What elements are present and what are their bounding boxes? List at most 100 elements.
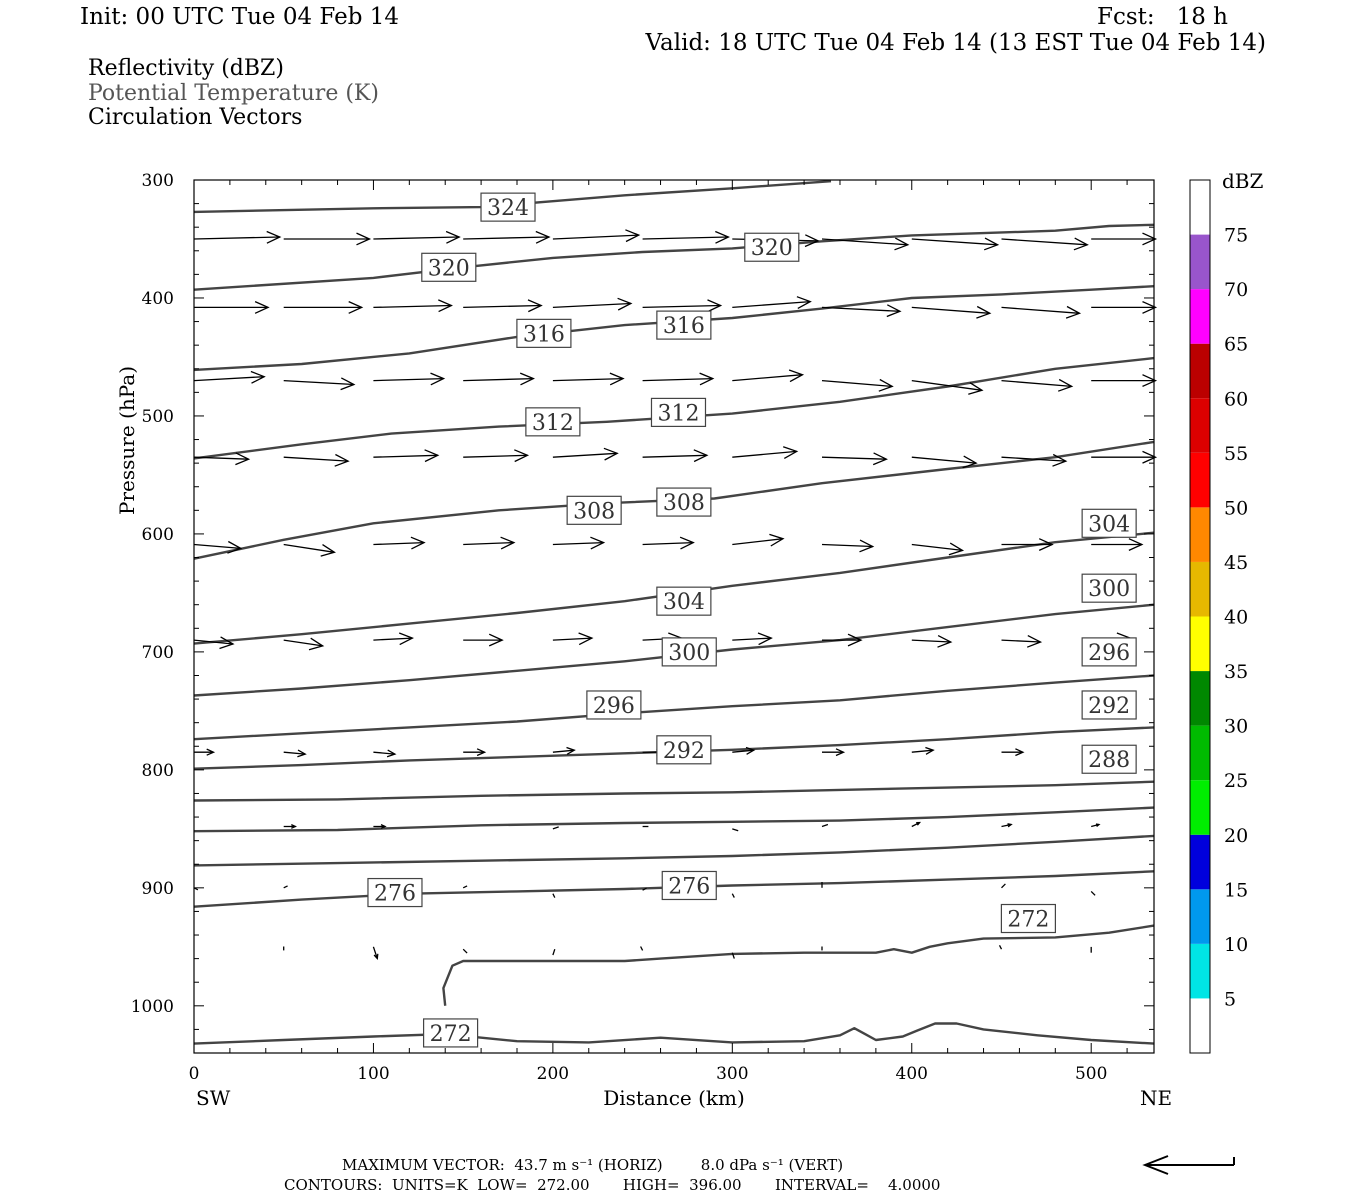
- contour-label-text: 292: [1088, 694, 1130, 719]
- circulation-vector: [822, 633, 863, 647]
- circulation-vector: [1001, 305, 1082, 319]
- vector-head: [320, 544, 336, 557]
- contour-label-text: 300: [1088, 577, 1130, 602]
- vector-head: [519, 372, 535, 386]
- y-tick-label: 500: [142, 407, 174, 427]
- vector-head: [1038, 538, 1054, 551]
- circulation-vector: [642, 372, 715, 386]
- vector-head: [1095, 823, 1101, 827]
- circulation-vector: [462, 948, 468, 954]
- circulation-vector: [463, 230, 551, 244]
- vector-head: [476, 748, 487, 757]
- circulation-vector: [463, 748, 487, 757]
- vector-head: [254, 301, 270, 314]
- contour-label-box: [656, 586, 712, 616]
- contour-label-text: 312: [657, 401, 699, 426]
- circulation-vector: [732, 296, 812, 309]
- colorbar-segment: [1190, 398, 1210, 453]
- circulation-vector: [911, 746, 935, 755]
- colorbar-segment: [1190, 180, 1210, 235]
- vector-head: [566, 746, 576, 755]
- contour-label-text: 324: [487, 196, 529, 221]
- contour-label: 288: [1081, 744, 1137, 774]
- colorbar-level-label: 40: [1224, 607, 1248, 629]
- contour-296: [193, 674, 1155, 741]
- vector-shaft: [193, 543, 241, 550]
- vector-shaft: [821, 456, 887, 460]
- vector-head: [590, 536, 606, 550]
- circulation-vector: [552, 372, 625, 386]
- circulation-vector: [1091, 823, 1101, 828]
- field-potential-temperature: Potential Temperature (K): [88, 81, 379, 106]
- vector-head: [788, 369, 805, 383]
- circulation-vector: [911, 821, 922, 828]
- contour-label-text: 296: [1088, 641, 1130, 666]
- circulation-vector: [640, 946, 644, 951]
- circulation-vector: [193, 452, 251, 466]
- contour-label-box: [656, 735, 712, 765]
- vector-head: [859, 539, 875, 553]
- colorbar-level-label: 20: [1224, 825, 1248, 847]
- contour-label-box: [566, 495, 622, 525]
- vector-shaft: [373, 236, 460, 240]
- contour-label-box: [1081, 637, 1137, 667]
- colorbar-segment: [1190, 234, 1210, 290]
- contour-label-text: 272: [1007, 908, 1049, 933]
- x-tick-label: 0: [189, 1064, 200, 1084]
- vector-shaft: [821, 306, 901, 312]
- contour-label-box: [367, 877, 423, 908]
- circulation-vector: [463, 372, 535, 386]
- colorbar-title: dBZ: [1222, 169, 1264, 193]
- vector-shaft: [373, 304, 452, 309]
- axes: 300 400 500 600 700 800 900 1000 0 100 200 300 400 50…: [115, 171, 1172, 1110]
- y-tick-label: 300: [142, 171, 174, 191]
- vector-head: [578, 632, 594, 646]
- circulation-vector: [1001, 453, 1068, 467]
- vector-shaft: [821, 238, 908, 246]
- contour-label-box: [661, 870, 717, 901]
- vector-head: [603, 447, 619, 461]
- vector-shaft: [283, 885, 288, 889]
- vector-shaft: [911, 543, 963, 552]
- vector-head: [937, 635, 953, 648]
- contour-320: [193, 223, 1155, 291]
- circulation-vector: [642, 299, 723, 313]
- contour-labels: 324 320 320 316 316 312 312 308 308 304 304 300 300 2…: [367, 192, 1137, 1048]
- vector-shaft: [1001, 883, 1006, 889]
- vector-head: [235, 452, 251, 466]
- circulation-vector: [642, 536, 695, 550]
- colorbar-level-label: 35: [1224, 661, 1248, 683]
- vector-shaft: [193, 456, 249, 460]
- colorbar-level-label: 50: [1224, 497, 1248, 519]
- circulation-vector: [732, 632, 773, 646]
- vector-head: [1142, 374, 1158, 387]
- x-tick-label: 500: [1075, 1064, 1107, 1084]
- circulation-vector: [1001, 538, 1054, 551]
- vector-head: [1015, 748, 1025, 757]
- vector-shaft: [463, 377, 534, 382]
- vector-head: [886, 304, 902, 318]
- vector-head: [872, 452, 888, 466]
- contour-label-box: [1081, 744, 1137, 774]
- circulation-vector: [1001, 748, 1025, 757]
- y-tick-label: 400: [142, 289, 174, 309]
- circulation-vector: [283, 543, 336, 557]
- circulation-vector: [731, 952, 735, 959]
- colorbar-frame: [1189, 179, 1211, 1054]
- vector-head: [699, 372, 715, 386]
- vector-head: [334, 453, 350, 467]
- circulation-vector: [373, 299, 453, 313]
- vector-shaft: [732, 828, 739, 832]
- x-tick-label: 300: [716, 1064, 748, 1084]
- vector-head: [1052, 453, 1068, 467]
- vector-shaft: [642, 304, 721, 309]
- reference-vector-arrow: [1142, 1155, 1235, 1175]
- vector-head: [445, 230, 461, 244]
- colorbar-segment: [1190, 507, 1210, 562]
- vector-shaft: [552, 452, 618, 458]
- contour-label: 316: [516, 318, 572, 348]
- vector-head: [617, 297, 633, 311]
- vector-shaft: [373, 541, 425, 546]
- circulation-vector: [552, 746, 576, 755]
- circulation-vector: [1091, 374, 1158, 387]
